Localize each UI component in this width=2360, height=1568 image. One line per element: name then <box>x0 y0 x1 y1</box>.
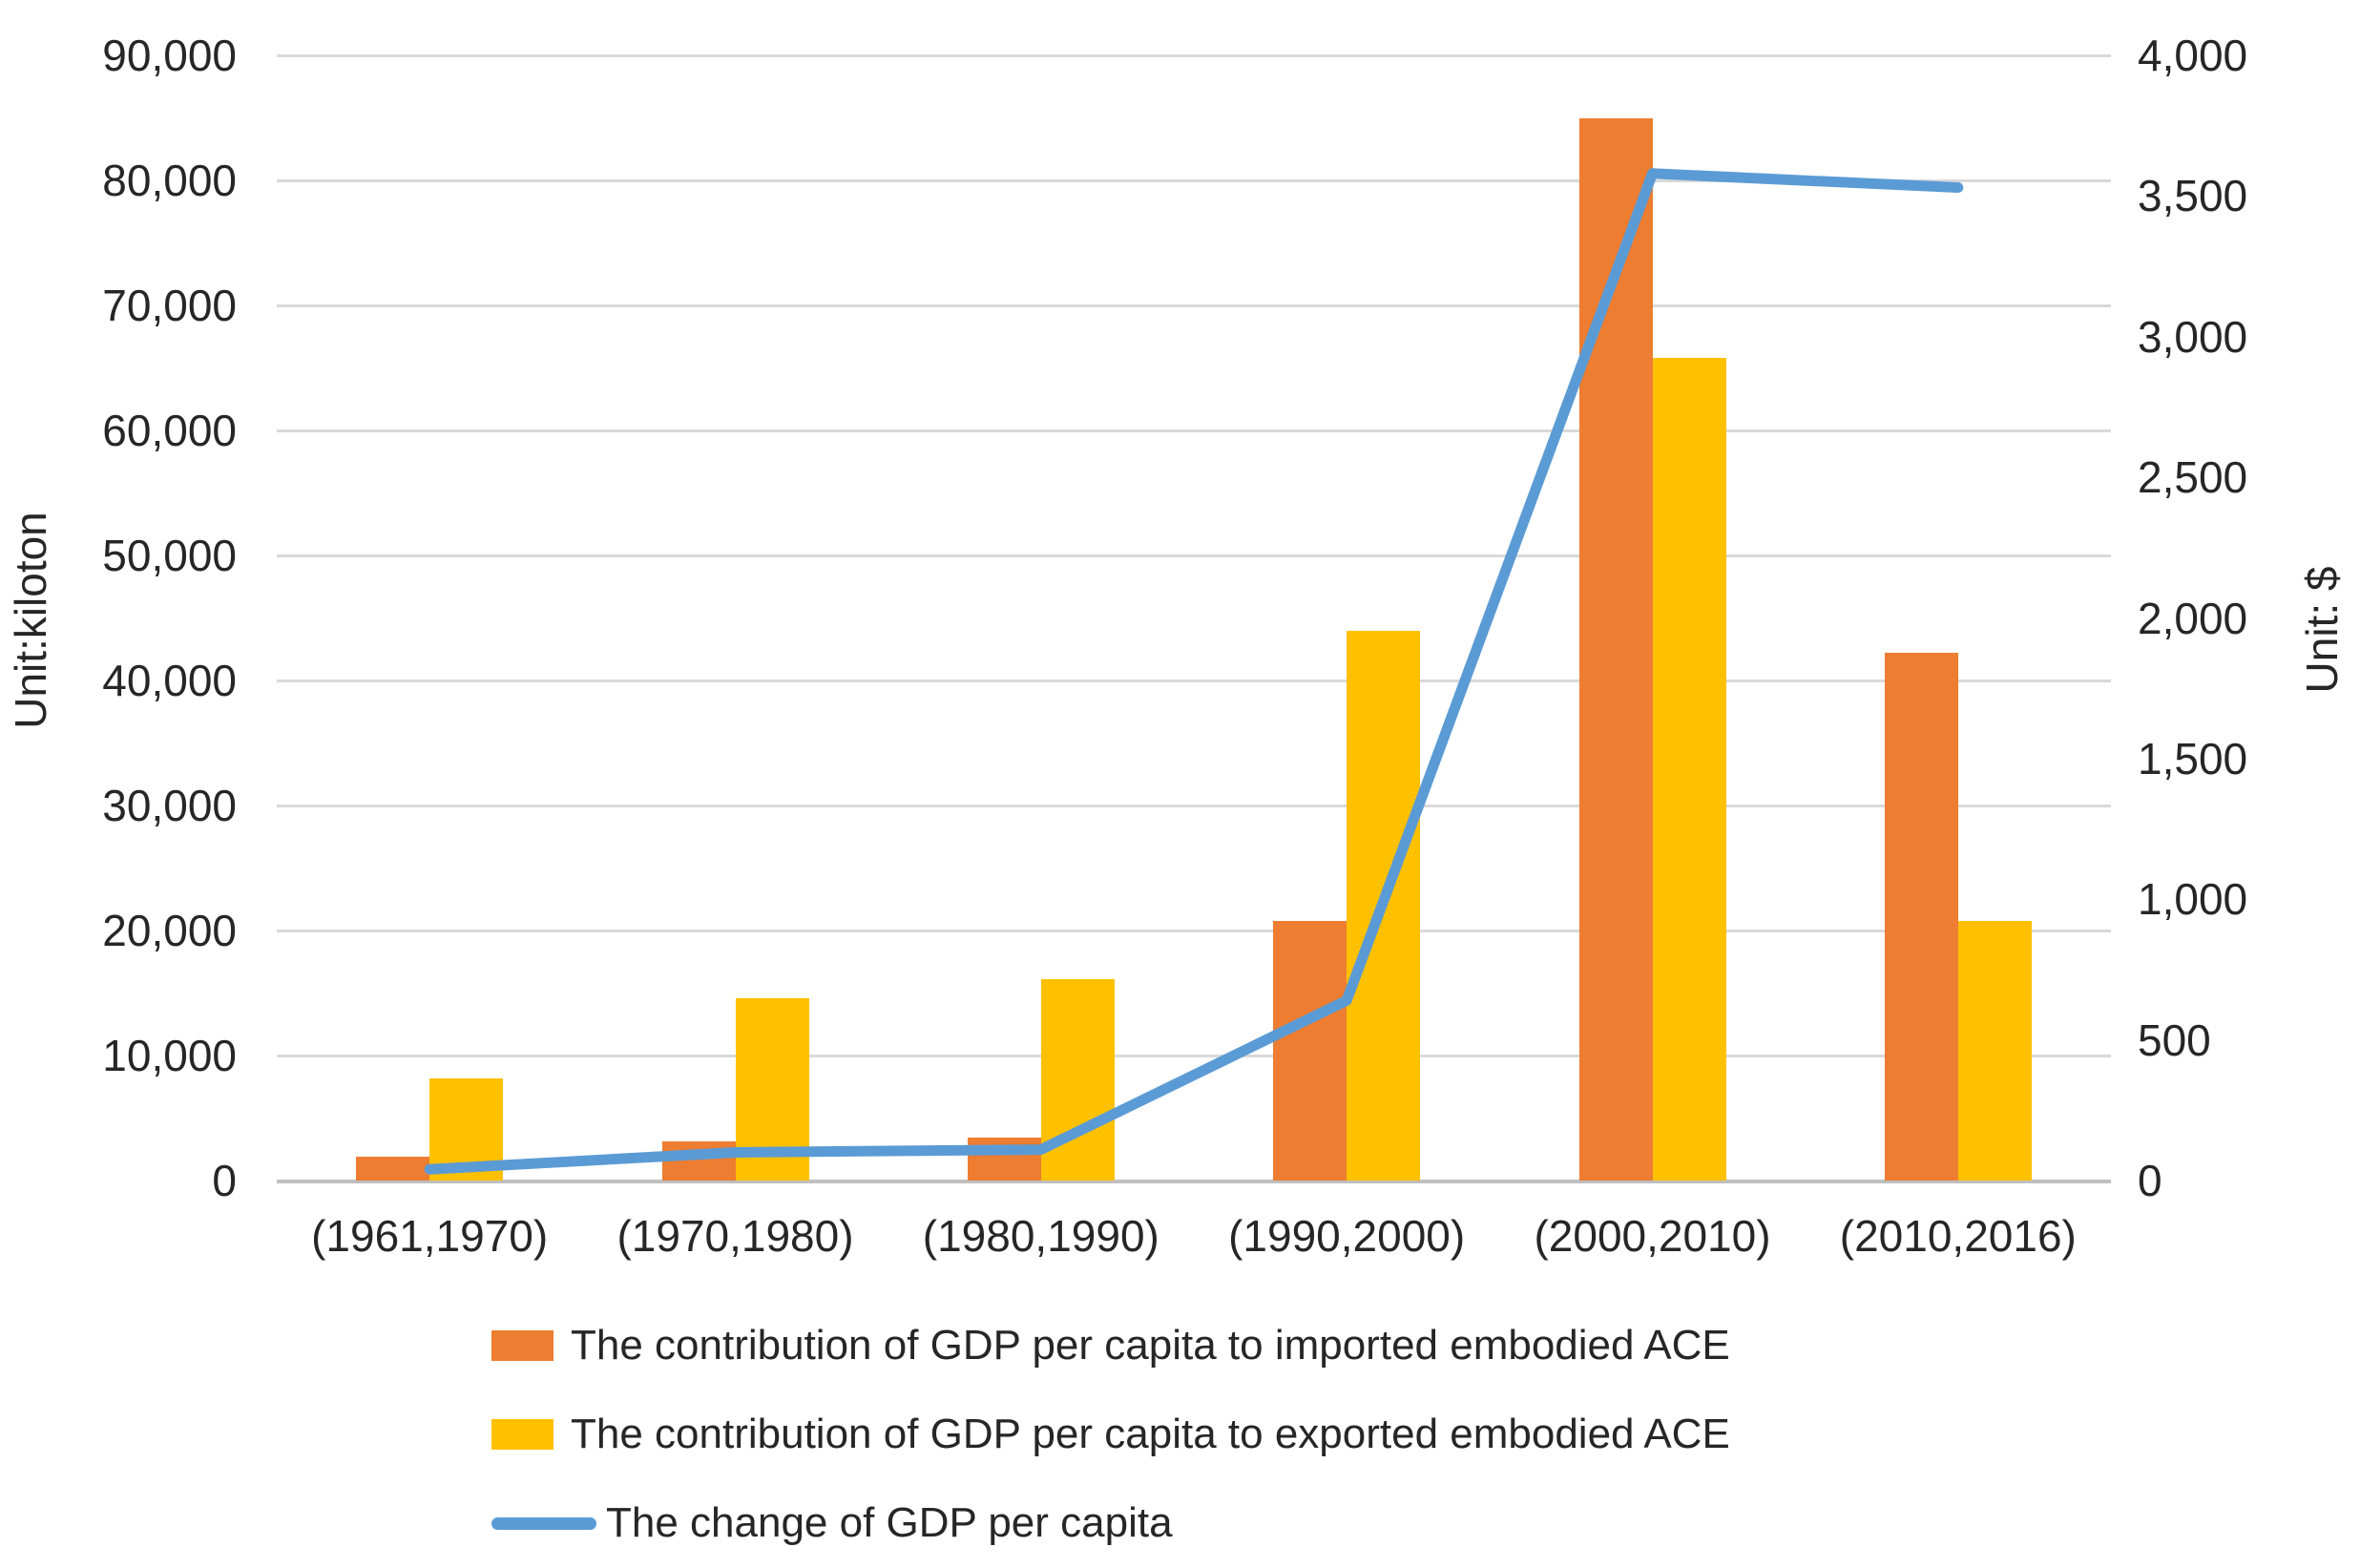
legend-swatch <box>491 1419 553 1450</box>
x-axis-tick-label: (1990,2000) <box>1228 1211 1466 1261</box>
right-axis-tick-label: 2,000 <box>2138 593 2248 643</box>
gdp-change-line <box>424 168 1964 1175</box>
left-axis-tick-label: 50,000 <box>102 531 237 580</box>
gridline <box>277 1054 2111 1057</box>
legend-item: The contribution of GDP per capita to ex… <box>491 1400 1730 1469</box>
right-axis-tick-label: 1,500 <box>2138 733 2248 784</box>
bar-imported <box>1273 920 1347 1181</box>
right-axis-tick-label: 3,500 <box>2138 171 2248 221</box>
legend-swatch <box>491 1330 553 1361</box>
gridline <box>277 679 2111 682</box>
right-axis-tick-label: 0 <box>2138 1156 2162 1205</box>
right-axis-tick-label: 2,500 <box>2138 452 2248 503</box>
left-axis-tick-label: 70,000 <box>102 281 237 330</box>
right-axis-tick-label: 500 <box>2138 1014 2211 1065</box>
legend: The contribution of GDP per capita to im… <box>491 1311 1730 1568</box>
x-axis-tick-label: (2010,2016) <box>1839 1211 2077 1261</box>
bar-imported <box>1578 117 1653 1181</box>
right-axis-tick-label: 4,000 <box>2138 31 2248 80</box>
x-axis-tick-label: (2000,2010) <box>1534 1211 1771 1261</box>
left-axis-tick-label: 90,000 <box>102 31 237 80</box>
gridline <box>277 929 2111 932</box>
left-axis-tick-label: 80,000 <box>102 156 237 205</box>
legend-item: The contribution of GDP per capita to im… <box>491 1311 1730 1380</box>
gridline <box>277 303 2111 307</box>
x-axis-line <box>277 1179 2111 1183</box>
legend-label: The contribution of GDP per capita to im… <box>571 1322 1730 1369</box>
left-axis-tick-label: 40,000 <box>102 656 237 705</box>
gridline <box>277 554 2111 557</box>
left-axis-tick-label: 30,000 <box>102 781 237 830</box>
right-axis-tick-label: 1,000 <box>2138 874 2248 925</box>
legend-label: The contribution of GDP per capita to ex… <box>571 1411 1730 1457</box>
x-axis-tick-label: (1961,1970) <box>311 1211 549 1261</box>
x-axis-tick-label: (1970,1980) <box>616 1211 854 1261</box>
bar-exported <box>1652 358 1726 1181</box>
gridline <box>277 178 2111 182</box>
bar-imported <box>356 1157 430 1181</box>
gridline <box>277 53 2111 57</box>
legend-line-marker <box>491 1516 596 1530</box>
bar-exported <box>1957 920 2032 1181</box>
bar-imported <box>1884 653 1958 1181</box>
plot-area <box>277 53 2111 1183</box>
x-axis-tick-label: (1980,1990) <box>922 1211 1159 1261</box>
left-axis-tick-label: 10,000 <box>102 1031 237 1080</box>
left-axis-tick-label: 0 <box>212 1156 237 1205</box>
legend-label: The change of GDP per capita <box>606 1499 1173 1546</box>
legend-item: The change of GDP per capita <box>491 1489 1730 1558</box>
gridline <box>277 804 2111 807</box>
right-axis-title: Unit: $ <box>2297 566 2347 694</box>
gridline <box>277 429 2111 432</box>
left-axis-tick-label: 60,000 <box>102 406 237 455</box>
right-axis-tick-label: 3,000 <box>2138 311 2248 362</box>
left-axis-tick-label: 20,000 <box>102 906 237 955</box>
